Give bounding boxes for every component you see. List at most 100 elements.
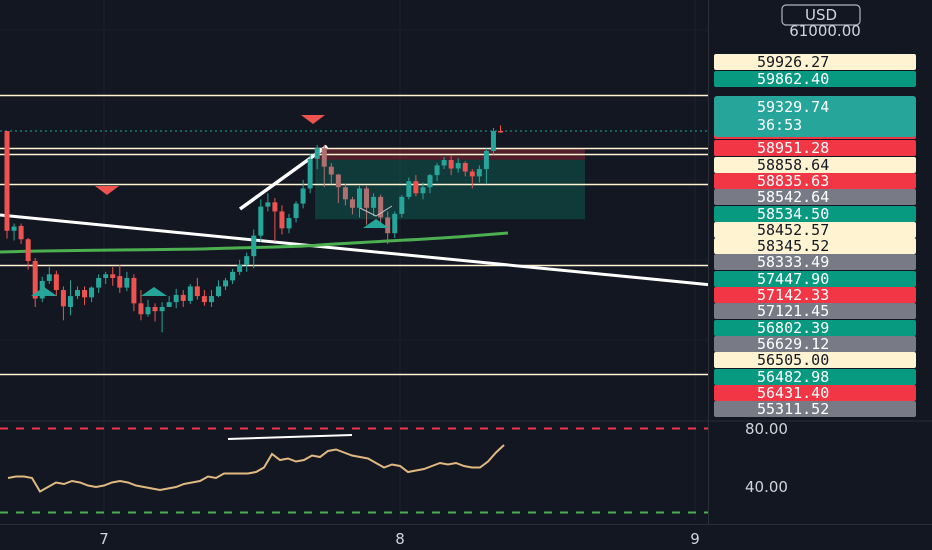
price-label-value-1: 59862.40 bbox=[757, 70, 829, 88]
candle-body-60 bbox=[427, 175, 433, 188]
price-label-value-13: 57121.45 bbox=[757, 302, 829, 320]
candle-body-66 bbox=[469, 171, 475, 177]
price-label-box-9 bbox=[714, 238, 916, 254]
price-label-value-18: 56431.40 bbox=[757, 384, 829, 402]
annotations bbox=[31, 115, 393, 296]
candle-body-1 bbox=[11, 226, 17, 231]
candle-body-54 bbox=[385, 217, 391, 234]
candle-body-36 bbox=[258, 206, 264, 236]
price-label-box-3 bbox=[714, 140, 916, 156]
price-label-value-6: 58542.64 bbox=[757, 188, 829, 206]
candle-body-27 bbox=[194, 286, 200, 297]
candle-body-23 bbox=[166, 302, 172, 307]
candle-body-64 bbox=[455, 163, 461, 169]
candle-body-26 bbox=[187, 286, 193, 301]
candle-body-20 bbox=[145, 306, 151, 315]
candle-body-58 bbox=[413, 181, 419, 194]
candle-body-53 bbox=[378, 196, 384, 218]
buy-signal-marker-3 bbox=[363, 219, 389, 228]
candle-body-13 bbox=[96, 277, 102, 288]
price-label-value-9: 58345.52 bbox=[757, 237, 829, 255]
current-price-label: 59329.74 36:53 bbox=[714, 96, 916, 137]
osc-tick-80: 80.00 bbox=[745, 420, 788, 438]
descending-trend-line bbox=[0, 213, 709, 287]
price-label-value-4: 58858.64 bbox=[757, 156, 829, 174]
candle-body-24 bbox=[173, 294, 179, 303]
candle-body-59 bbox=[420, 187, 426, 194]
candle-body-65 bbox=[462, 163, 468, 172]
currency-badge[interactable]: USD bbox=[781, 4, 861, 26]
oscillator-trend-line bbox=[227, 434, 353, 440]
time-axis-background bbox=[0, 525, 932, 550]
price-label-value-5: 58835.63 bbox=[757, 172, 829, 190]
rising-trend-line bbox=[238, 144, 329, 211]
candle-body-25 bbox=[180, 294, 186, 301]
candle-body-61 bbox=[434, 165, 440, 176]
candle-body-39 bbox=[279, 211, 285, 229]
price-label-value-11: 57447.90 bbox=[757, 270, 829, 288]
candle-body-10 bbox=[75, 290, 80, 297]
candle-body-70 bbox=[498, 130, 503, 133]
price-label-box-19 bbox=[714, 401, 916, 417]
sell-signal-marker-2 bbox=[301, 115, 325, 124]
buy-signal-marker-2 bbox=[141, 287, 167, 296]
candle-body-11 bbox=[82, 290, 88, 298]
candle-body-0 bbox=[4, 131, 10, 231]
candle-body-28 bbox=[201, 296, 207, 303]
price-label-box-0 bbox=[714, 54, 916, 70]
candle-body-51 bbox=[364, 188, 370, 208]
candle-body-40 bbox=[286, 218, 292, 229]
candle-body-2 bbox=[18, 225, 24, 240]
oscillator-line bbox=[7, 444, 505, 493]
price-label-value-15: 56629.12 bbox=[757, 335, 829, 353]
candle-body-19 bbox=[138, 303, 144, 315]
candle-body-17 bbox=[124, 277, 130, 288]
price-label-box-6 bbox=[714, 189, 916, 205]
current-price-value: 59329.74 bbox=[757, 98, 829, 116]
candle-body-68 bbox=[483, 150, 489, 170]
candle-body-48 bbox=[342, 187, 348, 200]
candle-body-14 bbox=[103, 274, 109, 278]
grid-lines bbox=[103, 0, 696, 520]
price-label-value-12: 57142.33 bbox=[757, 286, 829, 304]
candle-body-16 bbox=[117, 276, 123, 288]
candle-body-31 bbox=[223, 280, 229, 287]
moving-average-line bbox=[0, 231, 509, 254]
x-axis-tick-7: 7 bbox=[99, 530, 109, 548]
currency-badge-box bbox=[781, 4, 861, 26]
candle-body-8 bbox=[60, 290, 66, 307]
candle-body-50 bbox=[357, 188, 362, 208]
price-label-box-18 bbox=[714, 385, 916, 401]
position-target-zone bbox=[315, 159, 585, 220]
candles bbox=[4, 125, 503, 333]
price-label-box-8 bbox=[714, 222, 916, 238]
candle-body-47 bbox=[335, 174, 341, 188]
price-label-value-3: 58951.28 bbox=[757, 139, 829, 157]
candle-body-35 bbox=[251, 235, 257, 257]
candle-body-34 bbox=[244, 256, 250, 265]
candle-body-32 bbox=[230, 271, 236, 281]
candle-body-41 bbox=[293, 203, 299, 219]
candle-body-9 bbox=[67, 296, 73, 307]
candle-body-4 bbox=[32, 261, 38, 299]
candle-body-37 bbox=[265, 202, 271, 207]
price-label-box-10 bbox=[714, 254, 916, 270]
currency-label: USD bbox=[805, 6, 837, 24]
price-label-value-8: 58452.57 bbox=[757, 221, 829, 239]
price-label-box-12 bbox=[714, 287, 916, 303]
candle-body-22 bbox=[159, 306, 165, 312]
price-label-box-1 bbox=[714, 71, 916, 87]
current-price-box bbox=[714, 96, 916, 137]
price-label-value-7: 58534.50 bbox=[757, 205, 829, 223]
candle-body-44 bbox=[314, 148, 320, 159]
candle-body-45 bbox=[321, 148, 327, 167]
candle-body-55 bbox=[392, 213, 398, 234]
price-label-value-19: 55311.52 bbox=[757, 400, 829, 418]
candle-body-6 bbox=[46, 274, 52, 281]
price-label-box-5 bbox=[714, 173, 916, 189]
candle-body-18 bbox=[131, 277, 137, 304]
candle-body-7 bbox=[53, 274, 59, 291]
sell-signal-marker-1 bbox=[95, 186, 119, 195]
price-label-box-4 bbox=[714, 157, 916, 173]
